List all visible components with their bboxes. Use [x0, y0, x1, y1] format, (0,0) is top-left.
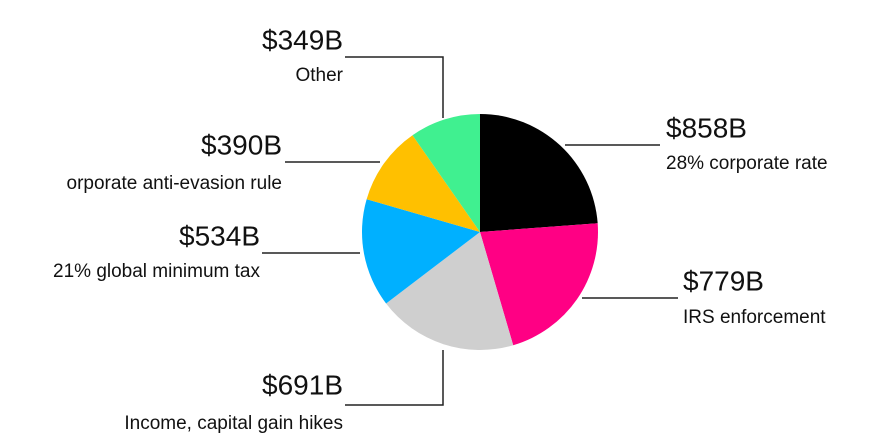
pie-slice: [366, 135, 480, 232]
pie-slice: [386, 232, 514, 350]
value-label: $349B: [262, 24, 343, 55]
value-label: $534B: [179, 220, 260, 251]
pie-slice: [480, 223, 598, 346]
value-label: $390B: [201, 129, 282, 160]
pie-slice: [362, 199, 480, 304]
slice-label: 21% global minimum tax: [53, 261, 260, 282]
pie-slice: [480, 114, 598, 232]
slice-label: Other: [295, 65, 343, 86]
pie-slice: [412, 114, 480, 232]
value-label: $858B: [666, 112, 747, 143]
value-label: $691B: [262, 369, 343, 400]
value-label: $779B: [683, 265, 764, 296]
slice-label: 28% corporate rate: [666, 153, 828, 174]
slice-label: Income, capital gain hikes: [124, 413, 343, 434]
leader-line: [345, 350, 444, 406]
slice-label: orporate anti-evasion rule: [67, 173, 282, 194]
leader-line: [345, 56, 444, 118]
slice-label: IRS enforcement: [683, 307, 826, 328]
